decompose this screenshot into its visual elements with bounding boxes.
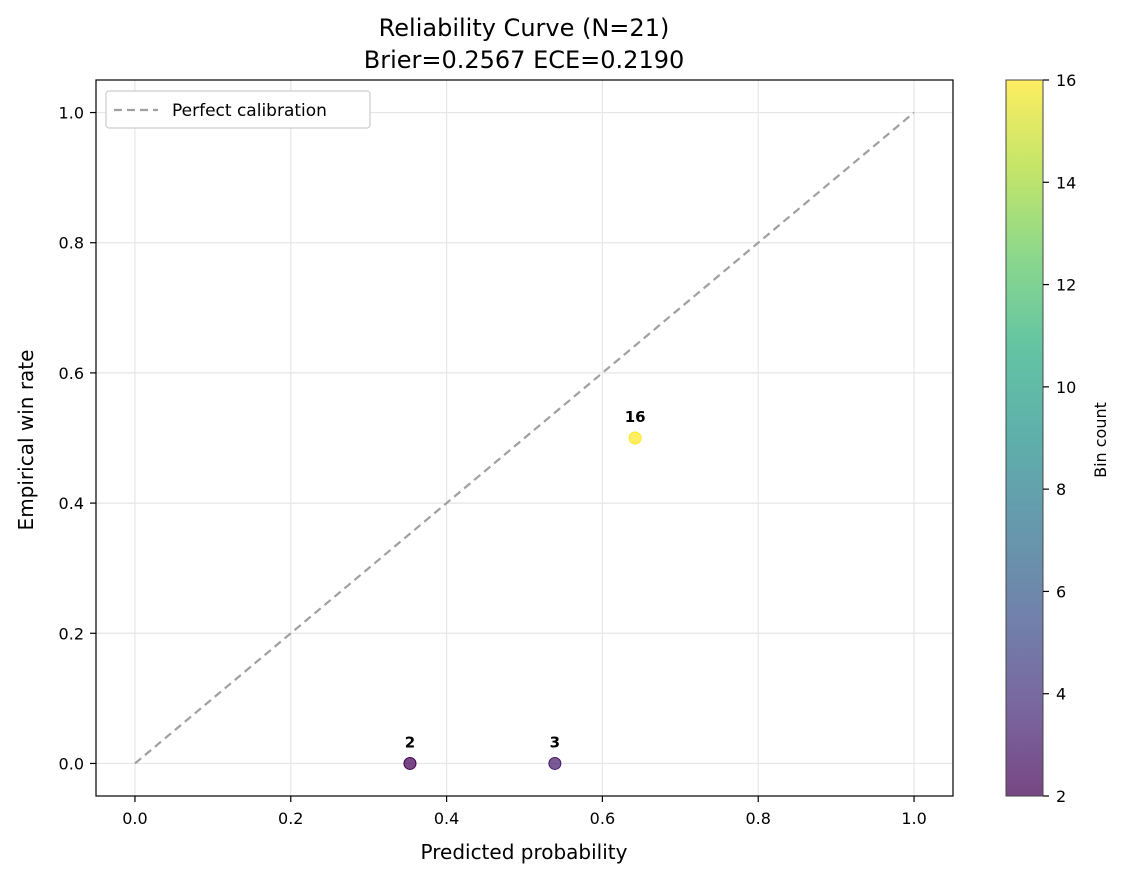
- x-axis-label: Predicted probability: [421, 840, 628, 864]
- x-tick-label: 0.6: [590, 809, 615, 828]
- point-bin-16: [628, 431, 642, 445]
- axis-ticks: 0.0 0.2 0.4 0.6 0.8 1.0 0.0 0.2 0.4 0.6 0.8 1.0: [59, 104, 927, 828]
- colorbar-tick-label: 2: [1056, 787, 1066, 806]
- chart-title-line2: Brier=0.2567 ECE=0.2190: [364, 46, 685, 74]
- colorbar-tick-label: 16: [1056, 71, 1076, 90]
- plot-frame: [95, 79, 954, 797]
- colorbar-tick-label: 8: [1056, 480, 1066, 499]
- x-tick-label: 1.0: [901, 809, 926, 828]
- x-tick-label: 0.2: [278, 809, 303, 828]
- point-count-label: 2: [405, 733, 415, 751]
- y-axis-label: Empirical win rate: [14, 350, 38, 531]
- y-tick-label: 0.4: [59, 494, 84, 513]
- y-tick-label: 0.8: [59, 234, 84, 253]
- point-bin-2: [403, 756, 417, 770]
- perfect-calibration-line: [134, 111, 915, 765]
- colorbar: 2 4 6 8 10 12 14 16 Bin count: [1005, 71, 1110, 806]
- colorbar-label: Bin count: [1091, 402, 1110, 478]
- y-tick-label: 0.2: [59, 624, 84, 643]
- x-tick-label: 0.0: [122, 809, 147, 828]
- point-bin-3: [548, 756, 562, 770]
- colorbar-tick-label: 12: [1056, 276, 1076, 295]
- x-tick-label: 0.4: [434, 809, 459, 828]
- point-count-label: 3: [550, 733, 560, 751]
- point-count-label: 16: [625, 408, 646, 426]
- chart-title-line1: Reliability Curve (N=21): [379, 14, 670, 42]
- x-tick-label: 0.8: [746, 809, 771, 828]
- legend-box: [105, 90, 371, 129]
- scatter-points: 2 3 16: [403, 408, 646, 770]
- colorbar-gradient: [1005, 79, 1044, 797]
- colorbar-ticks: 2 4 6 8 10 12 14 16: [1043, 71, 1076, 806]
- y-tick-label: 1.0: [59, 104, 84, 123]
- colorbar-tick-label: 6: [1056, 582, 1066, 601]
- colorbar-tick-label: 4: [1056, 685, 1066, 704]
- legend-entry-perfect-calibration: Perfect calibration: [172, 101, 327, 121]
- colorbar-tick-label: 14: [1056, 173, 1076, 192]
- y-tick-label: 0.0: [59, 754, 84, 773]
- legend: Perfect calibration: [105, 90, 371, 129]
- colorbar-tick-label: 10: [1056, 378, 1076, 397]
- y-tick-label: 0.6: [59, 364, 84, 383]
